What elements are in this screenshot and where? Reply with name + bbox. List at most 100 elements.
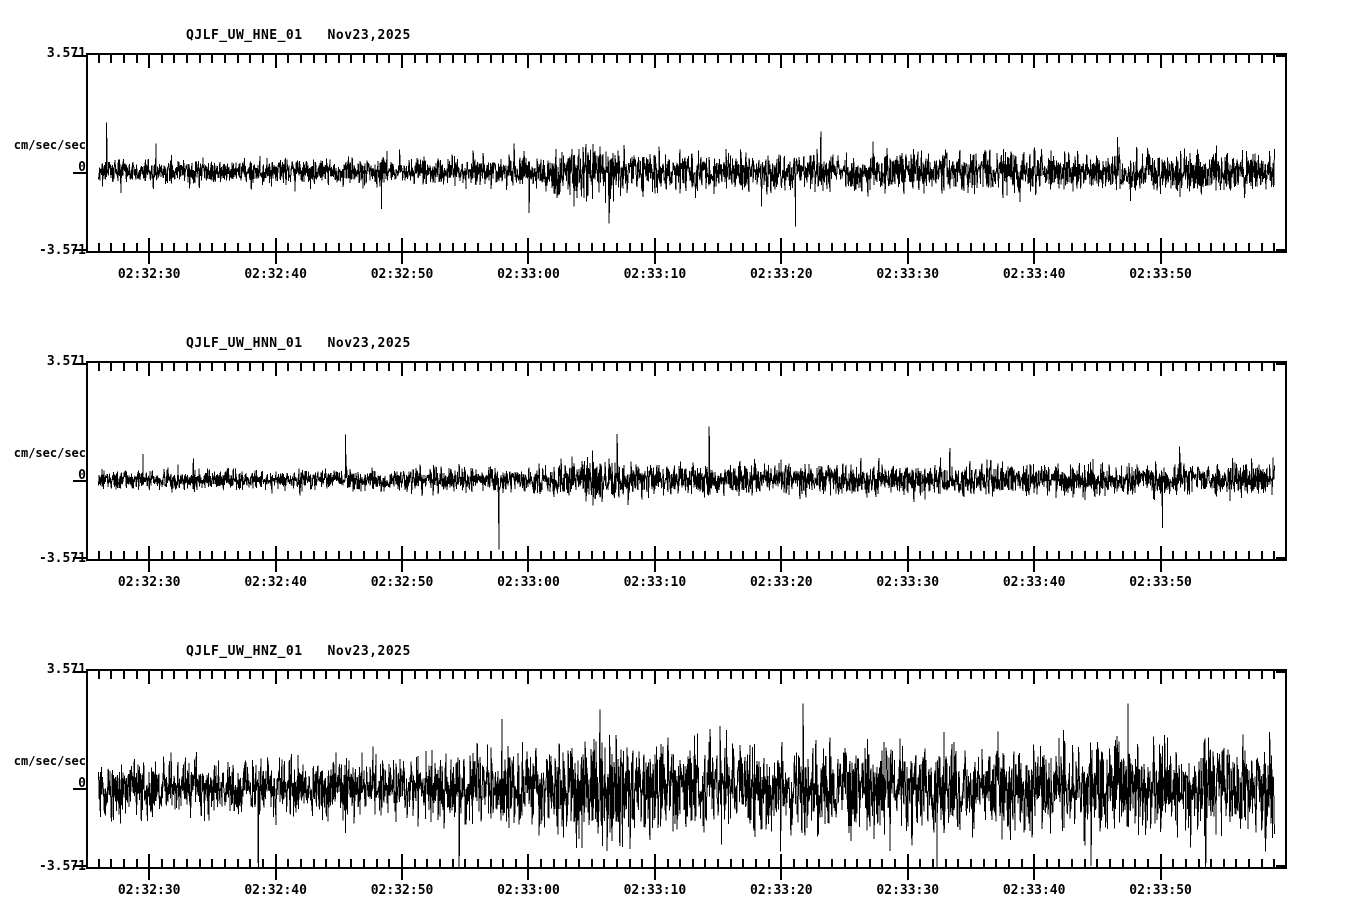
x-axis-minor-tick [1109,363,1111,371]
seismogram-panel-hnz: QJLF_UW_HNZ_01 Nov23,2025 cm/sec/sec 3.5… [0,636,1358,916]
x-axis-minor-tick [1007,859,1010,867]
x-axis-minor-tick [261,55,264,63]
axis-frame-top [86,669,1287,671]
x-axis-tick-label: 02:33:00 [497,575,560,590]
x-axis-minor-tick [704,55,707,63]
waveform-trace-hnn [98,426,1275,550]
x-axis-minor-tick [1172,363,1175,371]
x-axis-minor-tick [540,363,543,371]
x-axis-minor-tick [894,859,897,867]
x-axis-minor-tick [590,671,593,679]
x-axis-major-tick [1033,238,1036,251]
x-axis-minor-tick [919,551,922,559]
x-axis-minor-tick [122,551,125,559]
x-axis-minor-tick [476,243,479,251]
x-axis-minor-tick [666,243,669,251]
x-axis-minor-tick [830,243,833,251]
waveform-path [98,703,1275,869]
x-axis-minor-tick [792,551,795,559]
x-axis-minor-tick [1235,859,1238,867]
x-axis-minor-tick [590,363,593,371]
x-axis-minor-tick [830,363,833,371]
x-axis-tick-label: 02:33:30 [876,267,940,282]
x-axis-minor-tick [97,363,100,371]
x-axis-tick-label: 02:32:50 [370,267,434,282]
x-axis-minor-tick [1146,551,1149,559]
x-axis-minor-tick [856,363,859,371]
x-axis-minor-tick [729,363,732,371]
x-axis-minor-tick [1007,671,1010,679]
x-axis-tick-label: 02:32:30 [117,883,181,898]
x-axis-minor-tick [944,55,947,63]
x-axis-major-tick [148,238,151,251]
x-axis-minor-tick [767,55,770,63]
x-axis-minor-tick [186,671,189,679]
x-axis-minor-tick [969,363,972,371]
x-axis-minor-tick [1184,243,1187,251]
x-axis-major-tick [401,546,404,559]
axis-frame-top [86,53,1287,55]
x-axis-minor-tick [350,859,353,867]
x-axis-tick-label: 02:32:50 [370,883,434,898]
x-axis-major-tick [148,561,151,572]
x-axis-minor-tick [375,55,378,63]
x-axis-minor-tick [135,363,138,371]
x-axis-minor-tick [489,551,492,559]
x-axis-minor-tick [1172,671,1175,679]
x-axis-major-tick [274,671,277,684]
x-axis-minor-tick [1083,671,1086,679]
x-axis-minor-tick [312,551,315,559]
x-axis-minor-tick [122,859,125,867]
x-axis-minor-tick [565,363,568,371]
x-axis-minor-tick [843,55,846,63]
x-axis-major-tick [906,546,909,559]
x-axis-minor-tick [476,859,479,867]
x-axis-minor-tick [679,55,682,63]
x-axis-minor-tick [489,243,492,251]
x-axis-minor-tick [1248,55,1251,63]
x-axis-minor-tick [982,551,985,559]
x-axis-minor-tick [236,363,239,371]
x-axis-minor-tick [299,859,302,867]
x-axis-minor-tick [160,243,163,251]
x-axis-minor-tick [843,859,846,867]
x-axis-major-tick [780,363,783,376]
x-axis-minor-tick [856,551,859,559]
x-axis-minor-tick [552,243,555,251]
waveform-trace-hne [98,122,1275,227]
x-axis-minor-tick [1096,671,1099,679]
x-axis-major-tick [274,854,277,867]
x-axis-minor-tick [1071,243,1074,251]
x-axis-minor-tick [540,859,543,867]
x-axis-major-tick [906,854,909,867]
x-axis-minor-tick [704,551,707,559]
x-axis-minor-tick [704,363,707,371]
x-axis-minor-tick [767,243,770,251]
x-axis-minor-tick [729,671,732,679]
x-axis-major-tick [1159,869,1162,880]
axis-frame-bottom [86,559,1287,561]
x-axis-major-tick [401,561,404,572]
x-axis-minor-tick [299,243,302,251]
x-axis-minor-tick [957,551,960,559]
x-axis-major-tick [780,671,783,684]
x-axis-minor-tick [160,363,163,371]
x-axis-minor-tick [755,671,758,679]
x-axis-minor-tick [729,859,732,867]
x-axis-minor-tick [388,243,391,251]
x-axis-minor-tick [464,671,467,679]
x-axis-minor-tick [932,859,935,867]
x-axis-minor-tick [198,671,201,679]
x-axis-minor-tick [805,859,808,867]
x-axis-minor-tick [160,551,163,559]
x-axis-major-tick [401,253,404,264]
x-axis-minor-tick [514,859,517,867]
x-axis-minor-tick [1045,859,1048,867]
x-axis-minor-tick [438,671,441,679]
x-axis-minor-tick [565,55,568,63]
x-axis-minor-tick [375,551,378,559]
axis-frame-right [1285,669,1287,869]
x-axis-minor-tick [894,243,897,251]
x-axis-minor-tick [1260,363,1263,371]
panel-title-hnz: QJLF_UW_HNZ_01 Nov23,2025 [186,644,411,659]
